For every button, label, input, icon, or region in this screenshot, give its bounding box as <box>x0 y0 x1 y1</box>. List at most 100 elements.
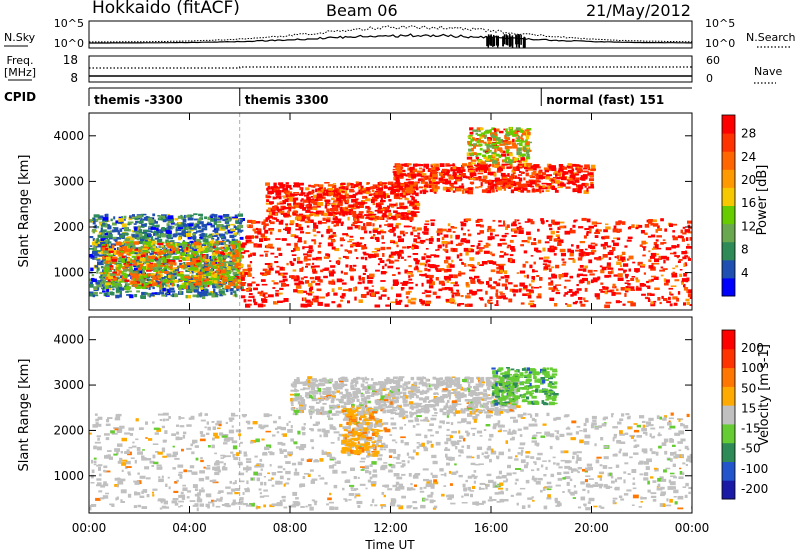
heatmap-cell <box>493 281 497 283</box>
heatmap-cell <box>408 256 412 258</box>
heatmap-cell <box>193 260 195 264</box>
heatmap-cell <box>120 294 122 298</box>
heatmap-cell <box>197 245 202 248</box>
heatmap-cell <box>305 187 309 190</box>
heatmap-cell <box>339 196 345 200</box>
heatmap-cell <box>584 164 590 168</box>
heatmap-cell <box>318 188 321 191</box>
heatmap-cell <box>555 173 557 177</box>
heatmap-cell <box>570 228 572 230</box>
heatmap-cell <box>660 302 662 304</box>
heatmap-cell <box>269 201 274 204</box>
heatmap-cell <box>313 202 317 206</box>
nsky-bar <box>515 34 517 44</box>
heatmap-cell <box>483 176 488 179</box>
heatmap-cell <box>223 214 229 217</box>
heatmap-cell <box>318 221 322 225</box>
heatmap-cell <box>461 295 464 297</box>
heatmap-cell <box>372 251 378 253</box>
heatmap-cell <box>512 142 516 145</box>
heatmap-cell <box>270 247 274 249</box>
heatmap-cell <box>369 290 374 293</box>
heatmap-cell <box>140 258 146 262</box>
freq-panel-frame <box>89 56 692 82</box>
heatmap-cell <box>479 186 483 188</box>
heatmap-cell <box>477 262 480 265</box>
heatmap-cell <box>675 265 678 267</box>
heatmap-cell <box>193 237 196 240</box>
heatmap-cell <box>379 296 383 299</box>
heatmap-cell <box>471 162 476 164</box>
heatmap-cell <box>172 268 177 270</box>
heatmap-cell <box>419 274 425 276</box>
heatmap-cell <box>331 301 335 303</box>
heatmap-cell <box>317 231 321 233</box>
heatmap-cell <box>330 209 335 211</box>
heatmap-cell <box>648 236 651 238</box>
heatmap-cell <box>573 259 576 263</box>
heatmap-cell <box>105 286 108 289</box>
heatmap-cell <box>489 180 492 184</box>
heatmap-cell <box>536 296 541 299</box>
heatmap-cell <box>335 220 341 223</box>
heatmap-cell <box>517 147 521 151</box>
heatmap-cell <box>522 240 528 242</box>
heatmap-cell <box>297 184 301 187</box>
heatmap-cell <box>243 269 248 272</box>
nsky-bar <box>510 36 512 46</box>
heatmap-cell <box>224 255 227 259</box>
heatmap-cell <box>369 256 372 258</box>
heatmap-cell <box>569 289 573 293</box>
heatmap-cell <box>417 171 423 174</box>
heatmap-cell <box>657 297 660 301</box>
heatmap-cell <box>168 262 174 265</box>
heatmap-cell <box>293 269 297 271</box>
heatmap-cell <box>499 143 502 146</box>
heatmap-cell <box>525 261 528 263</box>
heatmap-cell <box>468 230 470 232</box>
heatmap-cell <box>681 282 684 284</box>
heatmap-cell <box>628 237 633 239</box>
heatmap-cell <box>348 250 352 253</box>
heatmap-cell <box>277 203 280 205</box>
heatmap-cell <box>238 214 243 217</box>
heatmap-cell <box>169 251 173 254</box>
heatmap-cell <box>548 277 551 279</box>
heatmap-cell <box>515 140 521 142</box>
heatmap-cell <box>502 243 507 245</box>
heatmap-cell <box>357 216 362 218</box>
heatmap-cell <box>466 282 469 286</box>
heatmap-cell <box>302 246 304 249</box>
heatmap-cell <box>277 301 283 303</box>
heatmap-cell <box>304 240 307 244</box>
heatmap-cell <box>490 233 493 236</box>
heatmap-cell <box>601 237 604 239</box>
heatmap-cell <box>180 285 186 289</box>
heatmap-cell <box>163 250 166 253</box>
heatmap-cell <box>160 265 166 267</box>
heatmap-cell <box>346 196 351 198</box>
heatmap-cell <box>253 288 258 291</box>
heatmap-cell <box>386 247 391 250</box>
heatmap-cell <box>268 294 274 297</box>
heatmap-cell <box>551 266 554 268</box>
heatmap-cell <box>543 260 548 263</box>
heatmap-cell <box>94 214 100 217</box>
heatmap-cell <box>331 203 337 205</box>
heatmap-cell <box>134 241 139 245</box>
heatmap-cell <box>617 231 620 233</box>
heatmap-cell <box>420 300 425 304</box>
heatmap-cell <box>414 235 420 237</box>
heatmap-cell <box>536 275 539 277</box>
heatmap-cell <box>371 199 375 203</box>
heatmap-cell <box>241 277 245 281</box>
heatmap-cell <box>268 186 270 188</box>
heatmap-cell <box>213 230 218 232</box>
heatmap-cell <box>390 261 394 263</box>
heatmap-cell <box>673 237 678 241</box>
heatmap-cell <box>353 288 355 292</box>
heatmap-cell <box>604 305 610 309</box>
heatmap-cell <box>118 218 124 222</box>
heatmap-cell <box>413 230 417 232</box>
heatmap-cell <box>142 284 144 287</box>
